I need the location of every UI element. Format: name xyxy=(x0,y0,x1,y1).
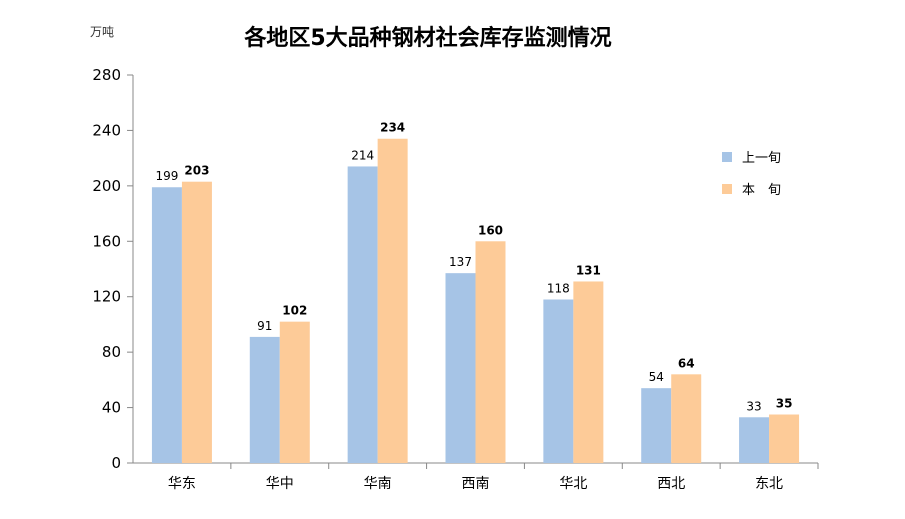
bar xyxy=(377,138,408,463)
unit-label: 万吨 xyxy=(90,25,114,39)
data-label: 54 xyxy=(649,370,664,384)
y-ticks: 0 40 80 120 160 200 240 280 xyxy=(92,66,133,472)
legend-label-prev: 上一旬 xyxy=(742,151,781,166)
x-tick-label: 华东 xyxy=(168,476,196,492)
x-tick-label: 华南 xyxy=(364,476,392,492)
data-label: 160 xyxy=(478,223,503,237)
bar xyxy=(181,181,212,463)
bar xyxy=(641,388,672,463)
x-ticks: 华东 华中 华南 西南 华北 西北 东北 xyxy=(168,463,819,492)
y-tick-label: 120 xyxy=(92,288,121,306)
data-label: 137 xyxy=(449,255,472,269)
y-tick-label: 200 xyxy=(92,177,121,195)
data-label: 91 xyxy=(257,319,272,333)
y-tick-label: 80 xyxy=(102,343,121,361)
x-tick-label: 华北 xyxy=(559,476,587,492)
y-tick-label: 40 xyxy=(102,399,121,417)
data-label: 234 xyxy=(380,121,405,135)
y-tick-label: 0 xyxy=(111,454,121,472)
x-tick-label: 西南 xyxy=(462,476,490,492)
legend: 上一旬 本 旬 xyxy=(722,151,781,198)
chart-title: 各地区5大品种钢材社会库存监测情况 xyxy=(243,25,611,51)
y-tick-label: 160 xyxy=(92,232,121,250)
data-label: 35 xyxy=(776,397,793,411)
x-tick-label: 华中 xyxy=(266,476,294,492)
bar xyxy=(445,273,476,463)
bar xyxy=(739,417,770,463)
y-tick-label: 240 xyxy=(92,121,121,139)
bar xyxy=(543,299,574,463)
data-label: 199 xyxy=(155,169,178,183)
data-label: 214 xyxy=(351,148,374,162)
data-label: 118 xyxy=(547,281,570,295)
data-labels: 199 203 91 102 214 234 137 160 118 131 54 64 33 35 xyxy=(155,121,792,414)
bar xyxy=(573,281,604,463)
y-tick-label: 280 xyxy=(92,66,121,84)
x-tick-label: 西北 xyxy=(657,476,685,492)
data-label: 64 xyxy=(678,356,695,370)
bar xyxy=(671,374,702,463)
bar xyxy=(347,166,378,463)
bar xyxy=(769,414,800,463)
bar xyxy=(249,336,280,463)
data-label: 131 xyxy=(576,263,601,277)
legend-label-current: 本 旬 xyxy=(742,183,781,198)
bar xyxy=(475,241,506,463)
x-tick-label: 东北 xyxy=(755,476,783,492)
bar xyxy=(151,187,182,463)
legend-swatch-prev xyxy=(722,152,732,162)
bar xyxy=(279,321,310,463)
data-label: 33 xyxy=(746,399,761,413)
legend-swatch-current xyxy=(722,184,732,194)
data-label: 102 xyxy=(282,304,307,318)
data-label: 203 xyxy=(184,164,209,178)
bars xyxy=(151,138,800,463)
